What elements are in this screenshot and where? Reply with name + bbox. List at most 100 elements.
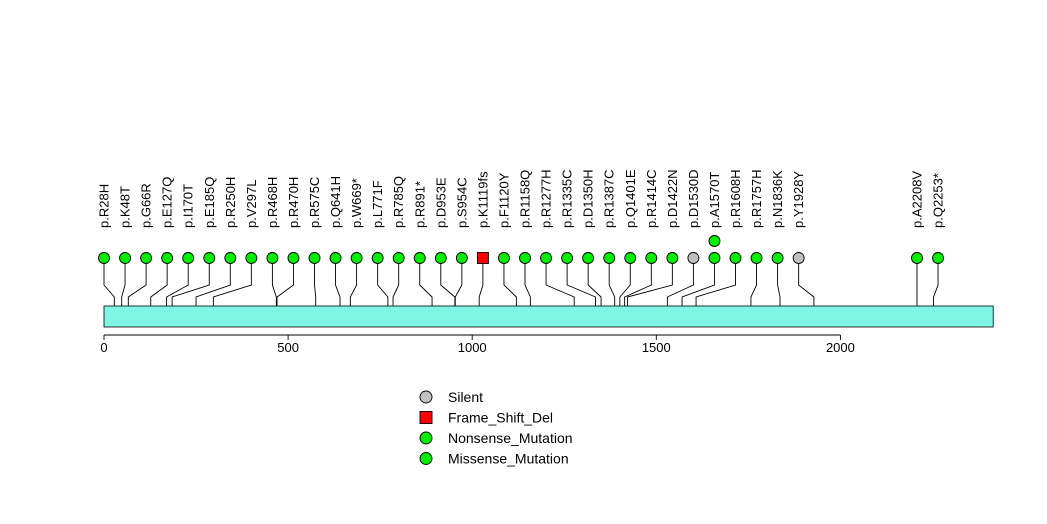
- mutation-stem: [271, 258, 277, 306]
- mutation-label: p.Q1401E: [623, 169, 638, 228]
- mutation-marker: [287, 252, 300, 264]
- protein-bar: [103, 305, 994, 328]
- mutation-label: p.K1119fs: [475, 171, 490, 228]
- mutation-stem: [150, 258, 168, 306]
- mutation-marker: [329, 252, 342, 264]
- mutation-stem: [314, 258, 317, 306]
- mutation-stem: [212, 258, 252, 306]
- mutation-label: p.R1335C: [560, 169, 575, 228]
- legend-swatch-square: [419, 411, 433, 424]
- legend-label: Frame_Shift_Del: [448, 410, 553, 426]
- mutation-stem: [933, 258, 939, 306]
- mutation-label: p.A1570T: [707, 172, 722, 228]
- mutation-marker: [203, 252, 216, 264]
- mutation-marker: [561, 252, 574, 264]
- mutation-stem: [127, 258, 147, 306]
- mutation-marker: [498, 252, 510, 264]
- mutation-label: p.A2208V: [909, 171, 924, 228]
- mutation-label: p.D1350H: [581, 169, 596, 228]
- mutation-label: p.E185Q: [202, 177, 217, 228]
- mutation-label: p.K48T: [118, 186, 133, 228]
- mutation-stem: [619, 258, 631, 306]
- mutation-marker: [224, 252, 237, 264]
- mutation-label: p.Q641H: [328, 176, 343, 228]
- mutation-label: p.R891*: [412, 181, 427, 228]
- frameshift-marker: [476, 252, 489, 264]
- mutation-stem: [276, 258, 294, 306]
- mutation-stem: [681, 258, 715, 306]
- mutation-label: p.R1608H: [728, 169, 743, 228]
- mutation-label: p.D1422N: [665, 169, 680, 228]
- mutation-stem: [392, 258, 400, 306]
- mutation-marker: [708, 235, 721, 247]
- mutation-label: p.R468H: [265, 177, 280, 228]
- mutation-label: p.R28H: [97, 184, 112, 228]
- mutation-label: p.S954C: [454, 177, 469, 228]
- mutation-stem: [419, 258, 433, 306]
- mutation-marker: [750, 252, 763, 264]
- legend-label: Silent: [448, 389, 483, 405]
- mutation-stem: [750, 258, 757, 306]
- mutation-label: p.R250H: [223, 177, 238, 228]
- mutation-marker: [455, 252, 468, 264]
- mutation-stem: [478, 258, 484, 306]
- legend-swatch-circle: [419, 431, 433, 445]
- mutation-stem: [777, 258, 781, 306]
- mutation-marker: [645, 252, 658, 264]
- mutation-label: p.L771F: [370, 180, 385, 228]
- mutation-marker: [350, 252, 363, 264]
- mutation-marker: [911, 252, 923, 264]
- mutation-marker: [371, 252, 384, 264]
- mutation-label: p.G66R: [139, 183, 154, 228]
- mutation-stem: [103, 258, 115, 306]
- mutation-stem: [171, 258, 210, 306]
- legend-swatch-circle: [419, 452, 433, 465]
- mutation-label: p.R1757H: [749, 169, 764, 228]
- mutation-stem: [566, 258, 596, 306]
- mutation-stem: [587, 258, 602, 306]
- x-tick-label: 500: [277, 340, 299, 355]
- mutation-label: p.R1414C: [644, 169, 659, 228]
- mutation-marker: [666, 252, 679, 264]
- mutation-marker: [729, 252, 742, 264]
- mutation-stem: [377, 258, 389, 306]
- mutation-label: p.D1530D: [686, 169, 701, 228]
- x-tick-label: 2000: [826, 340, 855, 355]
- mutation-label: p.Q2253*: [931, 173, 946, 228]
- legend-label: Missense_Mutation: [448, 451, 569, 467]
- mutation-stem: [798, 258, 815, 306]
- mutation-label: p.R470H: [286, 177, 301, 228]
- mutation-stem: [335, 258, 341, 306]
- mutation-label: p.W669*: [349, 178, 364, 228]
- mutation-marker: [624, 252, 637, 264]
- mutation-label: p.R1277H: [539, 169, 554, 228]
- mutation-marker: [245, 252, 258, 264]
- mutation-marker: [771, 252, 784, 264]
- mutation-marker: [308, 252, 321, 264]
- mutation-marker: [161, 252, 174, 264]
- mutation-label: p.F1120Y: [496, 172, 511, 228]
- mutation-stem: [608, 258, 616, 306]
- mutation-marker: [413, 252, 426, 264]
- mutation-marker: [932, 252, 944, 264]
- mutation-stem: [624, 258, 652, 306]
- mutation-marker: [266, 252, 279, 264]
- mutation-marker: [708, 252, 721, 264]
- legend-swatch-circle: [419, 390, 433, 404]
- mutation-label: p.R575C: [307, 177, 322, 228]
- mutation-marker: [392, 252, 405, 264]
- mutation-stem: [166, 258, 189, 306]
- mutation-label: p.R1158Q: [518, 170, 533, 228]
- mutation-stem: [454, 258, 463, 306]
- mutation-label: p.N1836K: [770, 170, 785, 228]
- mutation-stem: [666, 258, 694, 306]
- mutation-stem: [695, 258, 736, 306]
- legend-label: Nonsense_Mutation: [448, 430, 573, 446]
- mutation-stem: [121, 258, 126, 306]
- mutation-label: p.V297L: [244, 180, 259, 228]
- mutation-stem: [503, 258, 517, 306]
- mutation-label: p.D953E: [433, 177, 448, 228]
- silent-marker: [792, 252, 805, 264]
- mutation-label: p.E127Q: [160, 177, 175, 228]
